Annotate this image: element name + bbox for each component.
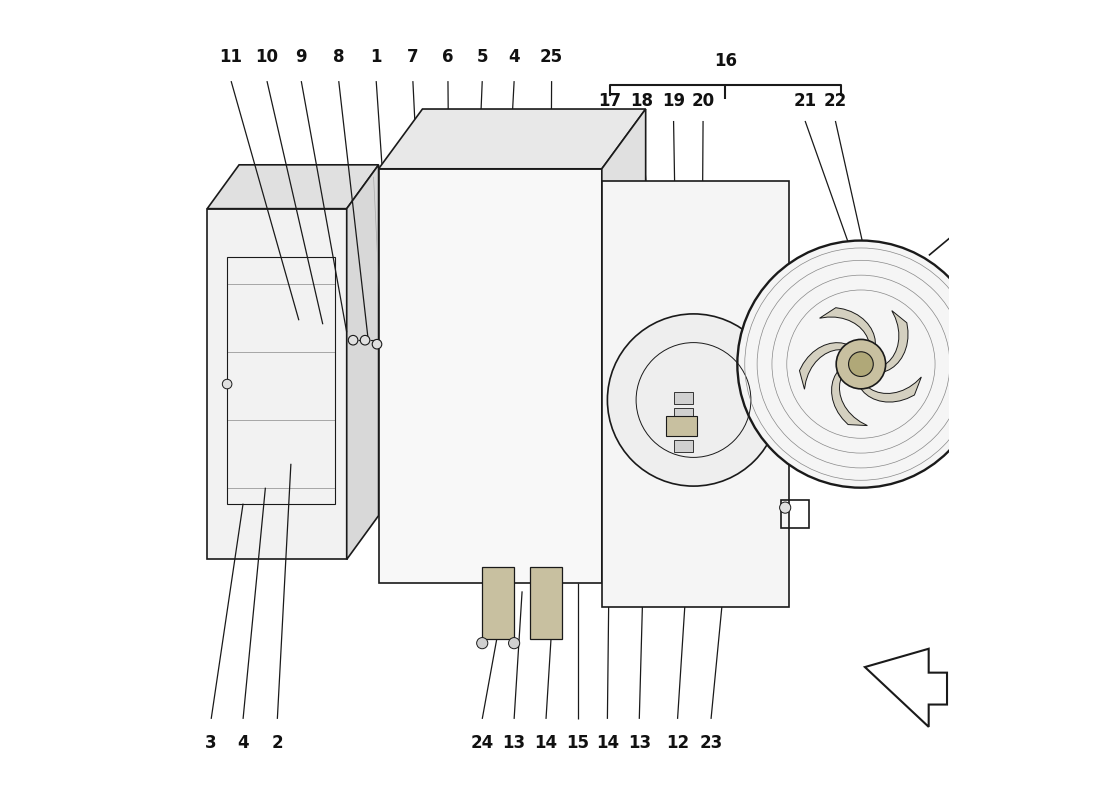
Text: a passion for parts: a passion for parts	[419, 427, 713, 516]
Polygon shape	[207, 209, 346, 559]
Bar	[673, 392, 693, 404]
Circle shape	[508, 638, 519, 649]
Bar	[530, 567, 562, 639]
Text: 2: 2	[272, 734, 283, 752]
Text: 10: 10	[255, 48, 278, 66]
Polygon shape	[378, 109, 646, 169]
Polygon shape	[207, 165, 378, 209]
FancyBboxPatch shape	[971, 326, 1014, 402]
Text: 8: 8	[333, 48, 344, 66]
Circle shape	[848, 352, 873, 377]
Circle shape	[222, 379, 232, 389]
Text: 4: 4	[508, 48, 520, 66]
Text: 14: 14	[596, 734, 619, 752]
Text: 22: 22	[824, 92, 847, 110]
Bar	[673, 424, 693, 436]
Text: 24: 24	[471, 734, 494, 752]
Polygon shape	[378, 169, 602, 583]
Text: 13: 13	[503, 734, 526, 752]
Text: 5: 5	[476, 48, 488, 66]
Text: 19: 19	[662, 92, 685, 110]
Polygon shape	[820, 308, 876, 344]
Polygon shape	[884, 310, 908, 372]
Bar	[673, 440, 693, 452]
Text: 1: 1	[371, 48, 382, 66]
Polygon shape	[602, 181, 789, 607]
Circle shape	[349, 335, 358, 345]
Text: 17: 17	[598, 92, 622, 110]
Circle shape	[737, 241, 984, 488]
Text: europarts: europarts	[395, 470, 705, 586]
Text: 20: 20	[692, 92, 715, 110]
Text: 13: 13	[628, 734, 651, 752]
Text: 25: 25	[540, 48, 563, 66]
Text: 3: 3	[206, 734, 217, 752]
Text: 4: 4	[238, 734, 249, 752]
Circle shape	[372, 339, 382, 349]
Polygon shape	[865, 649, 947, 727]
Polygon shape	[832, 372, 868, 426]
Circle shape	[836, 339, 886, 389]
Polygon shape	[346, 165, 378, 559]
Bar	[673, 408, 693, 420]
Circle shape	[607, 314, 780, 486]
Circle shape	[780, 502, 791, 514]
Circle shape	[476, 638, 487, 649]
Text: 18: 18	[630, 92, 653, 110]
Text: 21: 21	[793, 92, 816, 110]
Text: 16: 16	[714, 52, 737, 70]
Polygon shape	[861, 377, 922, 402]
Circle shape	[361, 335, 370, 345]
Text: 6: 6	[442, 48, 453, 66]
Text: 15: 15	[566, 734, 590, 752]
Polygon shape	[800, 342, 846, 390]
Bar	[482, 567, 514, 639]
Bar	[666, 416, 697, 436]
Text: 9: 9	[296, 48, 307, 66]
Text: 7: 7	[407, 48, 419, 66]
Polygon shape	[602, 109, 646, 583]
Text: 23: 23	[700, 734, 723, 752]
Text: 14: 14	[535, 734, 558, 752]
Text: 12: 12	[666, 734, 689, 752]
Text: 11: 11	[220, 48, 243, 66]
